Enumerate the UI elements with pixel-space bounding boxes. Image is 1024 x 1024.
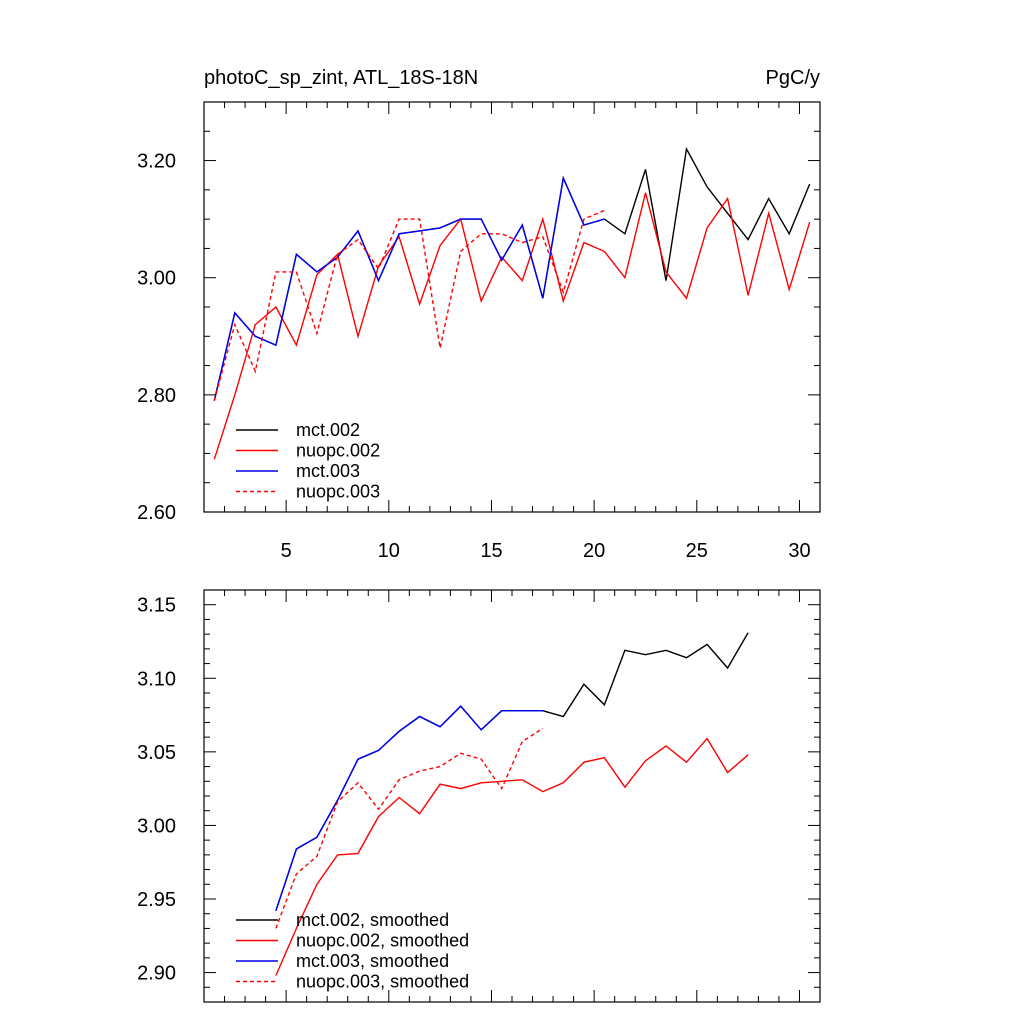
legend-label: mct.003	[296, 461, 360, 481]
x-tick-label: 10	[378, 540, 400, 562]
series-line-mct-003-smoothed	[275, 705, 543, 912]
y-tick-label: 2.80	[137, 385, 176, 407]
series-line-nuopc-002-smoothed	[275, 737, 749, 976]
chart-title: photoC_sp_zint, ATL_18S-18N	[204, 67, 478, 89]
series-line-mct-002	[213, 146, 811, 401]
x-tick-label: 5	[281, 540, 292, 562]
y-tick-label: 3.00	[137, 815, 176, 837]
top-panel: photoC_sp_zint, ATL_18S-18N PgC/y 5 10 15 2…	[137, 67, 821, 562]
legend-label: nuopc.003	[296, 482, 380, 502]
legend-label: nuopc.003, smoothed	[296, 972, 469, 992]
legend-label: mct.002, smoothed	[296, 910, 449, 930]
y-tick-label: 3.20	[137, 151, 176, 173]
series-line-nuopc-003-smoothed	[275, 727, 544, 929]
x-tick-label: 30	[788, 540, 810, 562]
series-line-nuopc-002	[213, 192, 811, 460]
y-tick-label: 3.10	[137, 668, 176, 690]
x-tick-label: 15	[480, 540, 502, 562]
y-tick-label: 3.00	[137, 268, 176, 290]
legend-label: mct.003, smoothed	[296, 951, 449, 971]
x-tick-label: 20	[583, 540, 605, 562]
series-line-mct-002-smoothed	[275, 632, 749, 912]
bottom-panel: 2.90 2.95 3.00 3.05 3.10 3.15 mct.002, smoothe…	[137, 589, 821, 1003]
y-tick-label: 3.15	[137, 595, 176, 617]
y-tick-label: 2.95	[137, 889, 176, 911]
y-tick-label: 2.60	[137, 502, 176, 524]
series-line-nuopc-003	[213, 209, 605, 401]
units-label: PgC/y	[766, 67, 820, 89]
legend-label: nuopc.002	[296, 441, 380, 461]
legend-label: mct.002	[296, 420, 360, 440]
y-tick-label: 3.05	[137, 742, 176, 764]
x-tick-label: 25	[686, 540, 708, 562]
series-line-mct-003	[213, 175, 605, 401]
y-tick-label: 2.90	[137, 963, 176, 985]
legend-label: nuopc.002, smoothed	[296, 931, 469, 951]
